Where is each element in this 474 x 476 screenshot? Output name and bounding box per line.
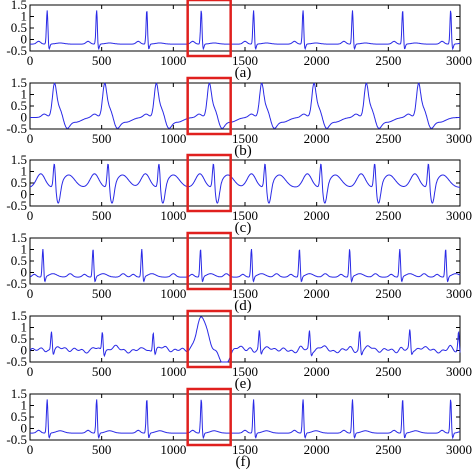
y-tick-label: 0.5: [11, 20, 27, 35]
y-tick-label: 1: [21, 87, 28, 102]
x-tick-label: 2000: [304, 131, 330, 146]
y-tick-label: 0.5: [11, 253, 27, 268]
y-tick-label: 0: [21, 265, 28, 280]
y-tick-label: 0: [21, 343, 28, 358]
x-tick-label: 500: [92, 131, 112, 146]
x-tick-label: 1000: [160, 286, 186, 301]
panel-label: (e): [235, 376, 252, 392]
ecg-panel: 1.510.50-0.50 500 1000 1500 2000 2500 3000(d): [6, 230, 472, 314]
ecg-panel: 1.510.50-0.50 500 1000 1500 2000 2500 3000(e): [6, 308, 472, 392]
y-tick-label: 1.5: [11, 75, 27, 90]
x-tick-label: 2500: [375, 53, 401, 68]
x-tick-label: 1500: [232, 53, 258, 68]
x-tick-label: 0: [27, 208, 34, 223]
panel-label: (b): [234, 143, 252, 159]
y-tick-label: -0.5: [6, 276, 27, 291]
x-tick-label: 0: [27, 364, 34, 379]
y-tick-label: 1: [21, 9, 28, 24]
y-tick-label: 0: [21, 187, 28, 202]
x-tick-label: 2500: [375, 208, 401, 223]
highlight-box: [186, 153, 232, 213]
ecg-series-line: [29, 163, 461, 204]
x-tick-label: 3000: [446, 442, 472, 457]
x-tick-label: 500: [92, 286, 112, 301]
y-tick-label: 1: [21, 242, 28, 257]
ecg-series-line: [29, 248, 461, 283]
highlight-box: [186, 309, 232, 369]
y-tick-label: 1.5: [11, 386, 27, 401]
y-tick-label: 0.5: [11, 331, 27, 346]
x-tick-label: 3000: [446, 53, 472, 68]
y-tick-label: -0.5: [6, 432, 27, 447]
x-tick-label: 2000: [304, 364, 330, 379]
panel-label: (c): [235, 220, 252, 236]
x-tick-label: 2000: [304, 208, 330, 223]
highlight-box: [186, 231, 232, 291]
ecg-series-line: [29, 316, 461, 363]
x-tick-label: 1500: [232, 286, 258, 301]
y-tick-label: 1.5: [11, 0, 27, 12]
x-tick-label: 3000: [446, 286, 472, 301]
x-tick-label: 1000: [160, 131, 186, 146]
y-tick-label: 1: [21, 164, 28, 179]
y-tick-label: 0: [21, 110, 28, 125]
panel-label: (d): [234, 298, 252, 314]
x-tick-label: 500: [92, 364, 112, 379]
x-tick-label: 500: [92, 208, 112, 223]
y-tick-label: 0.5: [11, 98, 27, 113]
x-tick-label: 2500: [375, 364, 401, 379]
y-tick-label: -0.5: [6, 354, 27, 369]
y-tick-label: 1: [21, 398, 28, 413]
x-tick-label: 0: [27, 442, 34, 457]
y-tick-label: -0.5: [6, 121, 27, 136]
ecg-panel: 1.510.50-0.50 500 1000 1500 2000 2500 3000(f): [6, 386, 472, 470]
x-tick-label: 2000: [304, 442, 330, 457]
x-tick-label: 2000: [304, 53, 330, 68]
ecg-series-line: [30, 82, 460, 129]
x-tick-label: 1000: [160, 442, 186, 457]
x-tick-label: 0: [27, 286, 34, 301]
x-tick-label: 3000: [446, 208, 472, 223]
y-tick-label: 1.5: [11, 230, 27, 245]
plot-frame: [29, 315, 461, 363]
ecg-series-line: [30, 399, 461, 440]
x-tick-label: 1500: [232, 131, 258, 146]
x-tick-label: 0: [27, 131, 34, 146]
ecg-series-line: [30, 10, 461, 51]
x-tick-label: 500: [92, 53, 112, 68]
x-tick-label: 0: [27, 53, 34, 68]
highlight-box: [186, 0, 232, 58]
y-tick-label: 0.5: [11, 409, 27, 424]
x-tick-label: 1500: [232, 442, 258, 457]
x-tick-label: 1000: [160, 53, 186, 68]
y-tick-label: 1: [21, 320, 28, 335]
x-tick-label: 1500: [232, 364, 258, 379]
x-tick-label: 500: [92, 442, 112, 457]
panel-label: (a): [235, 65, 252, 81]
panel-label: (f): [236, 454, 251, 470]
x-tick-label: 2500: [375, 442, 401, 457]
y-tick-label: 1.5: [11, 308, 27, 323]
highlight-box: [186, 387, 232, 447]
x-tick-label: 2500: [375, 131, 401, 146]
y-tick-label: 0: [21, 421, 28, 436]
y-tick-label: 0.5: [11, 175, 27, 190]
x-tick-label: 2500: [375, 286, 401, 301]
highlight-box: [186, 76, 232, 136]
ecg-panel: 1.510.50-0.50 500 1000 1500 2000 2500 3000(a): [6, 0, 472, 81]
ecg-panel: 1.510.50-0.50 500 1000 1500 2000 2500 3000(c): [6, 152, 472, 236]
x-tick-label: 3000: [446, 364, 472, 379]
ecg-panel: 1.510.50-0.50 500 1000 1500 2000 2500 3000(b): [6, 75, 472, 159]
x-tick-label: 1000: [160, 364, 186, 379]
x-tick-label: 1000: [160, 208, 186, 223]
x-tick-label: 2000: [304, 286, 330, 301]
plot-frame: [29, 82, 461, 130]
y-tick-label: -0.5: [6, 43, 27, 58]
x-tick-label: 3000: [446, 131, 472, 146]
y-tick-label: -0.5: [6, 198, 27, 213]
x-tick-label: 1500: [232, 208, 258, 223]
y-tick-label: 1.5: [11, 152, 27, 167]
y-tick-label: 0: [21, 32, 28, 47]
